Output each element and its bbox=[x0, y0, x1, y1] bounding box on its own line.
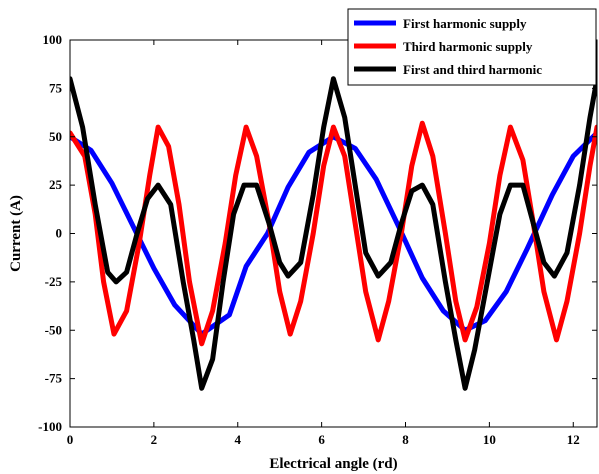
x-tick-label: 8 bbox=[402, 432, 409, 447]
legend-label: First and third harmonic bbox=[403, 62, 542, 77]
legend-label: First harmonic supply bbox=[403, 16, 527, 31]
x-tick-label: 12 bbox=[567, 432, 580, 447]
y-tick-label: -25 bbox=[45, 274, 63, 289]
x-tick-label: 0 bbox=[67, 432, 74, 447]
x-tick-label: 10 bbox=[483, 432, 496, 447]
ticks-layer: 100 75 50 25 0 -25 -50 -75 -100 0 2 4 6 8 10 12 bbox=[38, 32, 597, 447]
y-axis-title: Current (A) bbox=[8, 195, 24, 272]
y-tick-label: 75 bbox=[49, 80, 63, 95]
y-tick-label: -100 bbox=[38, 419, 62, 434]
y-tick-label: 50 bbox=[49, 129, 62, 144]
x-tick-label: 4 bbox=[235, 432, 242, 447]
y-tick-label: 25 bbox=[49, 177, 63, 192]
y-tick-label: -75 bbox=[45, 371, 63, 386]
y-tick-label: 100 bbox=[43, 32, 63, 47]
legend-label: Third harmonic supply bbox=[403, 39, 533, 54]
y-tick-label: 0 bbox=[56, 226, 63, 241]
x-tick-label: 2 bbox=[151, 432, 158, 447]
series-line-3 bbox=[70, 76, 597, 391]
series-layer bbox=[70, 76, 597, 391]
y-tick-label: -50 bbox=[45, 322, 62, 337]
legend: First harmonic supply Third harmonic supp… bbox=[347, 8, 597, 86]
x-axis-title: Electrical angle (rd) bbox=[269, 456, 397, 472]
x-tick-label: 6 bbox=[318, 432, 325, 447]
series-line-2 bbox=[70, 120, 597, 347]
